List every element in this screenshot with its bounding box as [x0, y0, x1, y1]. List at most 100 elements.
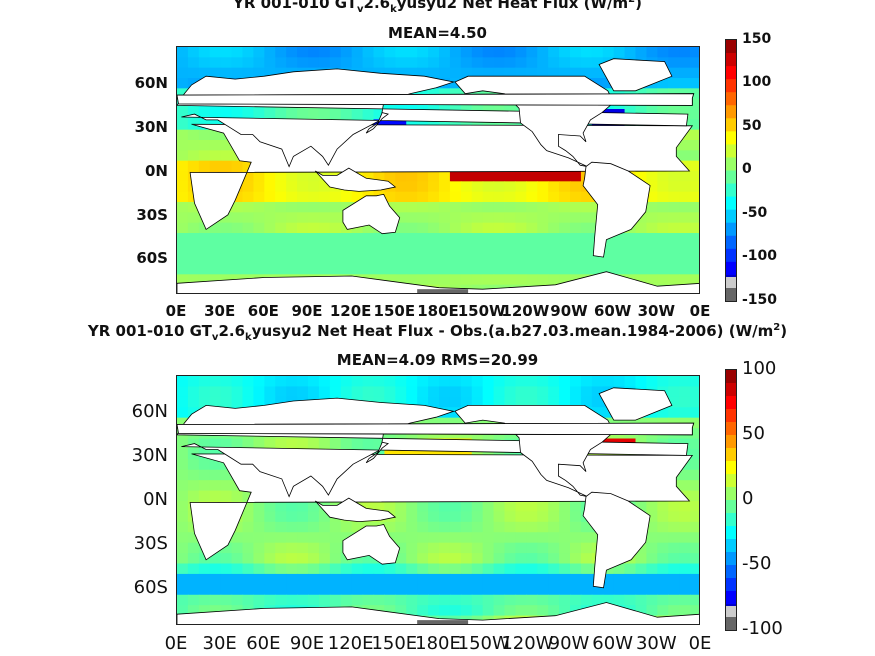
- field-cell: [460, 57, 473, 69]
- field-cell: [351, 243, 364, 255]
- colorbar-tick-label: 50: [742, 117, 762, 134]
- field-cell: [526, 253, 538, 265]
- land-uk-wrap: [177, 93, 695, 106]
- field-cell: [690, 78, 699, 89]
- field-cell: [275, 511, 287, 523]
- field-cell: [362, 109, 375, 120]
- field-cell: [526, 222, 538, 234]
- field-cell: [449, 386, 462, 398]
- field-cell: [253, 573, 265, 585]
- field-cell: [679, 573, 691, 585]
- field-cell: [297, 594, 309, 606]
- field-cell: [613, 233, 626, 244]
- field-cell: [690, 584, 699, 596]
- field-cell: [537, 57, 549, 69]
- field-cell: [690, 386, 699, 398]
- field-cell: [482, 396, 495, 408]
- field-cell: [275, 563, 287, 575]
- field-cell: [384, 233, 396, 244]
- field-cell: [548, 396, 560, 408]
- field-cell: [471, 386, 484, 398]
- field-cell: [493, 181, 506, 193]
- field-cell: [198, 584, 211, 596]
- field-cell: [548, 47, 560, 58]
- field-cell: [624, 584, 637, 596]
- field-cell: [439, 553, 451, 565]
- colorbar-step: [726, 53, 736, 67]
- field-cell: [439, 274, 451, 286]
- field-cell: [537, 386, 549, 398]
- field-cell: [373, 171, 386, 182]
- field-cell: [209, 264, 222, 275]
- field-cell: [308, 511, 320, 523]
- field-cell: [177, 171, 189, 182]
- field-cell: [428, 584, 440, 596]
- field-cell: [548, 386, 560, 398]
- field-cell: [548, 274, 560, 286]
- field-cell: [526, 264, 538, 275]
- colorbar-land: [726, 617, 736, 630]
- field-cell: [177, 396, 189, 408]
- field-cell: [679, 233, 691, 244]
- field-cell: [340, 521, 353, 533]
- field-cell: [504, 511, 517, 523]
- field-cell: [548, 57, 560, 69]
- field-cell: [177, 490, 189, 502]
- x-tick-label: 60E: [247, 302, 279, 320]
- field-cell: [187, 563, 200, 575]
- field-cell: [668, 222, 680, 234]
- field-cell: [679, 532, 691, 544]
- field-cell: [449, 212, 462, 224]
- field-cell: [646, 47, 658, 58]
- field-cell: [406, 67, 418, 79]
- field-cell: [198, 480, 211, 492]
- field-cell: [657, 563, 669, 575]
- field-cell: [460, 511, 473, 523]
- field-cell: [395, 563, 407, 575]
- field-cell: [515, 119, 527, 131]
- field-cell: [493, 605, 506, 617]
- field-cell: [417, 47, 429, 58]
- field-cell: [504, 501, 517, 513]
- field-cell: [318, 511, 331, 523]
- field-cell: [493, 521, 506, 533]
- field-cell: [275, 386, 287, 398]
- field-cell: [493, 57, 506, 69]
- colorbar-step: [726, 435, 736, 449]
- chart-2-map: [176, 375, 700, 625]
- field-cell: [668, 407, 680, 419]
- field-cell: [340, 109, 353, 120]
- ice-shelf: [417, 620, 469, 624]
- field-cell: [231, 376, 244, 388]
- field-cell: [362, 253, 375, 265]
- field-cell: [449, 78, 462, 89]
- field-cell: [624, 376, 637, 388]
- field-cell: [417, 181, 429, 193]
- field-cell: [526, 396, 538, 408]
- field-cell: [209, 67, 222, 79]
- field-cell: [591, 584, 604, 596]
- field-cell: [253, 212, 265, 224]
- field-cell: [482, 542, 495, 554]
- field-cell: [439, 253, 451, 265]
- field-cell: [417, 584, 429, 596]
- field-cell: [668, 253, 680, 265]
- field-cell: [318, 563, 331, 575]
- colorbar-step: [726, 578, 736, 592]
- field-cell: [690, 459, 699, 471]
- field-cell: [602, 407, 615, 419]
- field-cell: [329, 584, 342, 596]
- colorbar-step: [726, 370, 736, 384]
- field-cell: [515, 448, 527, 460]
- field-cell: [177, 119, 189, 131]
- field-cell: [242, 532, 255, 544]
- field-cell: [646, 532, 658, 544]
- field-cell: [428, 542, 440, 554]
- field-cell: [209, 594, 222, 606]
- x-tick-label: 120W: [501, 302, 550, 320]
- field-cell: [318, 438, 331, 450]
- field-cell: [657, 542, 669, 554]
- field-cell: [548, 501, 560, 513]
- field-cell: [297, 191, 309, 203]
- field-cell: [559, 67, 571, 79]
